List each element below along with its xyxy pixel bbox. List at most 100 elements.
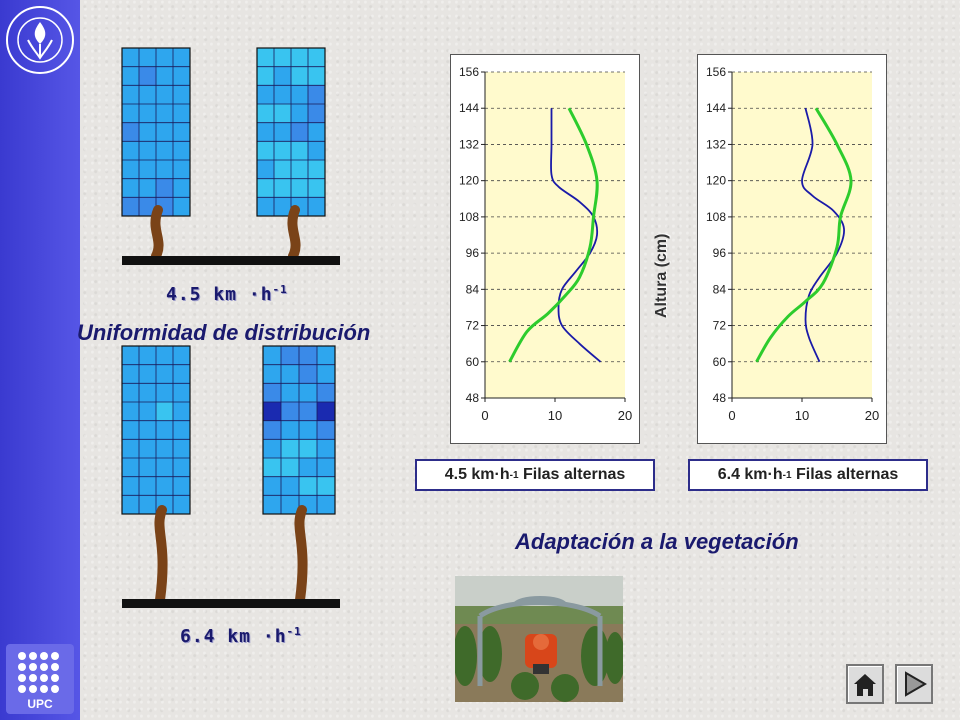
school-seal-logo xyxy=(6,6,74,74)
spray-cell xyxy=(274,104,292,124)
x-tick-label: 10 xyxy=(548,408,562,423)
spray-cell xyxy=(122,495,140,515)
spray-cell xyxy=(281,476,300,496)
spray-cell xyxy=(317,402,336,422)
spray-cell xyxy=(274,141,292,161)
spray-cell xyxy=(122,346,140,366)
y-tick-label: 156 xyxy=(706,65,726,79)
spray-cell xyxy=(139,122,157,142)
spray-cell xyxy=(291,141,309,161)
home-button[interactable] xyxy=(846,664,884,704)
plot-area xyxy=(732,72,872,398)
spray-cell xyxy=(156,402,174,422)
spray-cell xyxy=(274,48,292,68)
y-tick-label: 60 xyxy=(466,355,480,369)
spray-cell xyxy=(139,85,157,105)
x-tick-label: 0 xyxy=(481,408,488,423)
spray-cell xyxy=(308,66,326,86)
spray-cell xyxy=(156,364,174,384)
upc-logo: UPC xyxy=(6,644,74,714)
spray-cell xyxy=(308,85,326,105)
spray-panel-bottom-left xyxy=(121,345,191,515)
spray-cell xyxy=(291,48,309,68)
spray-cell xyxy=(139,141,157,161)
y-tick-label: 72 xyxy=(466,319,480,333)
spray-cell xyxy=(156,476,174,496)
spray-cell xyxy=(173,141,191,161)
spray-cell xyxy=(291,122,309,142)
spray-cell xyxy=(263,364,282,384)
spray-cell xyxy=(156,122,174,142)
spray-cell xyxy=(173,420,191,440)
spray-cell xyxy=(257,48,275,68)
spray-cell xyxy=(173,85,191,105)
spray-cell xyxy=(122,122,140,142)
y-tick-label: 132 xyxy=(706,137,726,151)
spray-cell xyxy=(156,420,174,440)
sidebar: UPC xyxy=(0,0,80,720)
y-tick-label: 96 xyxy=(466,246,480,260)
spray-cell xyxy=(317,383,336,403)
spray-cell xyxy=(122,364,140,384)
spray-cell xyxy=(173,458,191,478)
spray-panel-top-left xyxy=(121,47,191,217)
spray-cell xyxy=(173,383,191,403)
y-tick-label: 144 xyxy=(459,101,479,115)
spray-cell xyxy=(173,439,191,459)
spray-cell xyxy=(281,402,300,422)
spray-cell xyxy=(122,197,140,217)
spray-cell xyxy=(139,48,157,68)
spray-cell xyxy=(156,346,174,366)
spray-cell xyxy=(173,48,191,68)
spray-cell xyxy=(139,178,157,198)
spray-cell xyxy=(274,85,292,105)
spray-cell xyxy=(263,420,282,440)
spray-panels-diagram xyxy=(121,47,340,608)
spray-panel-top-right xyxy=(256,47,326,217)
spray-cell xyxy=(299,402,318,422)
plant-trunk xyxy=(154,505,168,605)
spray-cell xyxy=(122,66,140,86)
spray-cell xyxy=(156,383,174,403)
y-tick-label: 120 xyxy=(706,174,726,188)
spray-cell xyxy=(122,420,140,440)
y-tick-label: 48 xyxy=(466,391,480,405)
spray-cell xyxy=(281,346,300,366)
spray-cell xyxy=(257,160,275,180)
spray-cell xyxy=(122,104,140,124)
y-tick-label: 72 xyxy=(713,319,727,333)
spray-cell xyxy=(263,346,282,366)
spray-cell xyxy=(308,178,326,198)
play-right-icon xyxy=(905,671,927,697)
spray-cell xyxy=(299,364,318,384)
spray-cell xyxy=(274,178,292,198)
spray-cell xyxy=(308,122,326,142)
y-tick-label: 144 xyxy=(706,101,726,115)
y-tick-label: 96 xyxy=(713,246,727,260)
spray-cell xyxy=(257,104,275,124)
spray-cell xyxy=(173,346,191,366)
spray-cell xyxy=(139,420,157,440)
spray-cell xyxy=(257,66,275,86)
next-slide-button[interactable] xyxy=(895,664,933,704)
spray-cell xyxy=(317,458,336,478)
spray-cell xyxy=(274,197,292,217)
y-tick-label: 60 xyxy=(713,355,727,369)
spray-cell xyxy=(274,160,292,180)
spray-cell xyxy=(156,104,174,124)
spray-cell xyxy=(139,458,157,478)
spray-cell xyxy=(299,439,318,459)
spray-cell xyxy=(274,66,292,86)
x-tick-label: 20 xyxy=(865,408,879,423)
spray-cell xyxy=(281,458,300,478)
chart-2-legend: 6.4 km·h -1 Filas alternas xyxy=(688,459,928,491)
spray-cell xyxy=(281,383,300,403)
spray-cell xyxy=(291,66,309,86)
spray-cell xyxy=(122,402,140,422)
x-tick-label: 10 xyxy=(795,408,809,423)
spray-cell xyxy=(299,420,318,440)
spray-cell xyxy=(139,66,157,86)
spray-cell xyxy=(173,122,191,142)
spray-cell xyxy=(308,197,326,217)
y-tick-label: 120 xyxy=(459,174,479,188)
